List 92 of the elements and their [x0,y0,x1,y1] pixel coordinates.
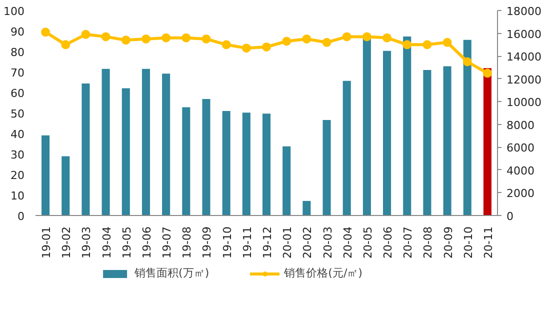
point [482,68,492,78]
bar [62,156,70,216]
y2-tick-label: 14000 [506,50,542,64]
y2-tick-label: 8000 [506,118,534,132]
x-tick-label: 19-10 [220,226,234,258]
y-tick-label: 60 [10,87,25,100]
y2-tick-label: 2000 [506,187,534,200]
point [342,32,352,42]
bar [423,70,432,216]
x-tick-label: 20-04 [341,226,354,258]
y-tick-label: 50 [10,108,25,120]
point [182,33,191,42]
x-tick-label: 20-01 [281,226,294,258]
bar [302,200,311,216]
point [282,36,292,46]
x-tick-label: 20-07 [402,226,415,258]
point [302,34,312,44]
y-tick-label: 30 [10,148,25,162]
bar [202,99,210,216]
x-tick-label: 20-09 [442,226,455,258]
point [242,44,251,53]
bar [242,112,250,216]
y2-tick-label: 4000 [506,164,534,178]
y2-tick-label: 16000 [506,28,542,41]
point [81,30,90,39]
bar [82,83,90,216]
point [402,40,412,50]
bar [282,146,291,216]
x-tick-label: 19-06 [140,226,154,258]
bar [42,135,50,216]
y-tick-label: 40 [10,128,25,141]
x-tick-label: 20-10 [462,226,475,258]
point [101,32,110,42]
legend-label: 销售面积(万㎡) [134,266,210,280]
bar [383,50,392,216]
x-tick-label: 19-04 [100,226,114,258]
y-tick-label: 100 [4,5,25,18]
x-tick-label: 20-08 [422,226,435,258]
legend-label: 销售价格(元/㎡) [284,266,362,280]
bar [362,36,371,216]
x-tick-label: 20-03 [321,226,334,258]
y-tick-label: 80 [10,46,25,59]
point [382,33,392,42]
bar [403,36,412,216]
y-tick-label: 0 [18,210,24,223]
point [141,34,150,44]
y-tick-label: 20 [10,169,25,182]
point [362,32,372,42]
point [322,38,332,47]
x-tick-label: 19-11 [240,226,254,258]
x-tick-label: 20-11 [482,226,495,258]
bar [122,88,130,216]
y2-tick-label: 10000 [506,96,542,110]
x-tick-label: 19-02 [60,226,74,258]
y-tick-label: 70 [10,66,25,80]
bar [162,74,170,216]
x-tick-label: 19-05 [120,226,134,258]
y2-tick-label: 18000 [506,5,542,18]
bar [463,40,472,216]
bar [182,107,190,216]
y2-tick-label: 12000 [506,73,542,86]
bar [342,80,351,216]
x-tick-label: 20-06 [382,226,395,258]
point [422,40,432,50]
point [442,38,452,47]
point [61,40,70,50]
bar [483,68,492,216]
y-tick-label: 10 [10,190,25,202]
x-tick-label: 19-07 [160,226,174,258]
point [262,42,271,52]
x-tick-label: 19-09 [200,226,214,258]
point [462,57,472,66]
point [202,34,211,44]
point [222,40,231,50]
bar [262,114,271,216]
point [121,36,130,45]
x-tick-label: 19-01 [40,226,54,258]
bar [443,66,452,216]
bar [142,68,150,216]
bar [102,68,110,216]
point [41,28,50,37]
x-tick-label: 20-02 [301,226,314,258]
x-tick-label: 19-03 [80,226,94,258]
x-tick-label: 20-05 [361,226,374,258]
bar [222,110,230,216]
y2-tick-label: 6000 [506,142,534,155]
point [162,33,171,42]
bar [322,120,331,216]
y2-tick-label: 0 [506,210,514,223]
x-tick-label: 19-08 [180,226,194,258]
x-tick-label: 19-12 [261,226,274,258]
y-tick-label: 90 [10,26,25,38]
